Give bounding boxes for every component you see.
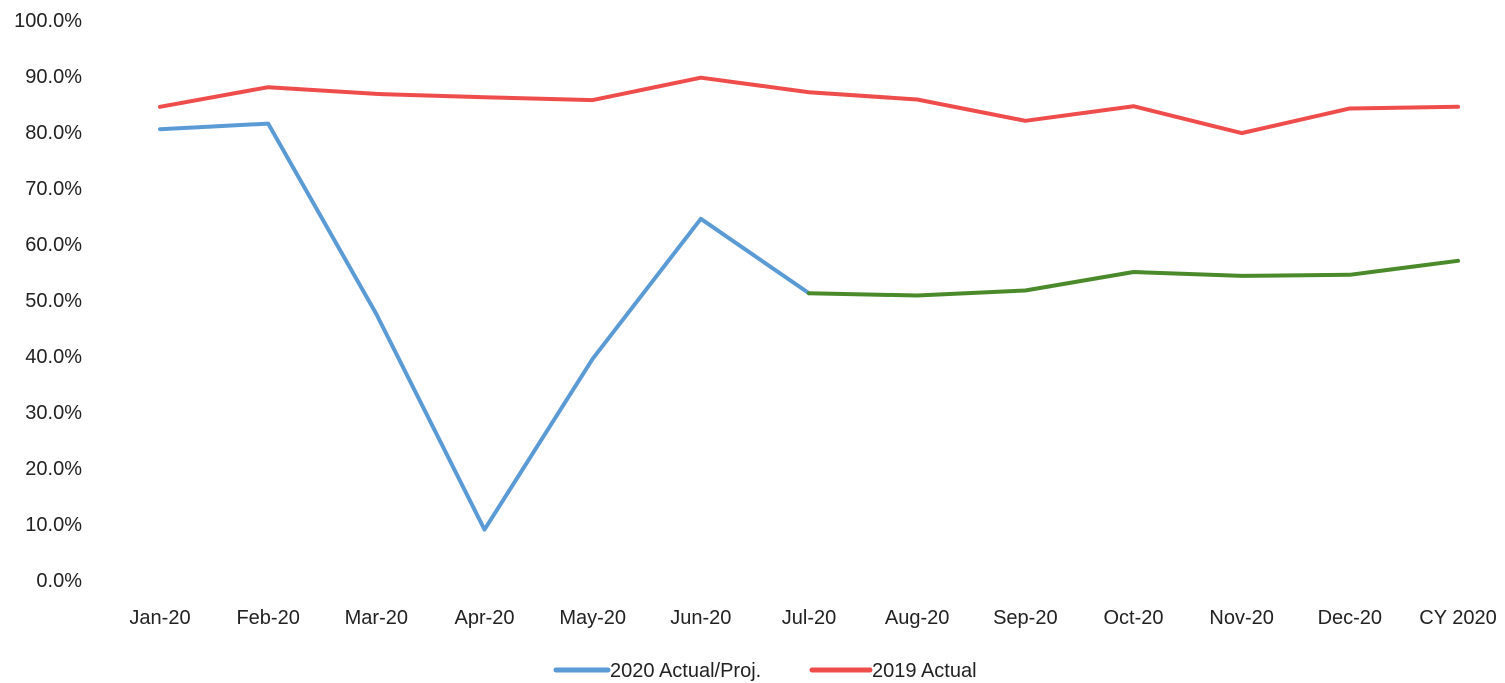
series-0-point [1240,274,1244,278]
x-tick-label: CY 2020 [1419,607,1496,629]
x-tick-label: Nov-20 [1209,607,1273,629]
x-tick-label: Oct-20 [1103,607,1163,629]
series-layer [158,75,1460,532]
x-tick-label: Dec-20 [1318,607,1382,629]
series-0-point [483,528,487,532]
y-tick-label: 0.0% [36,570,82,592]
x-tick-label: May-20 [559,607,626,629]
x-axis: Jan-20 Feb-20 Mar-20 Apr-20 May-20 Jun-20 Jul-… [129,607,1496,629]
x-tick-label: Jul-20 [782,607,836,629]
x-tick-label: Aug-20 [885,607,950,629]
series-1-point [266,85,270,89]
y-axis: 0.0% 10.0% 20.0% 30.0% 40.0% 50.0% 60.0% 70.0% 8… [14,10,82,592]
y-tick-label: 80.0% [25,122,82,144]
y-tick-label: 10.0% [25,514,82,536]
y-tick-label: 60.0% [25,234,82,256]
series-0-point [374,312,378,316]
y-tick-label: 100.0% [14,10,82,32]
series-1-point [1023,119,1027,123]
series-1-point [158,105,162,109]
series-1-point [699,76,703,80]
x-tick-label: Apr-20 [454,607,514,629]
series-0-point [1132,270,1136,274]
series-1-point [1456,105,1460,109]
series-0-point [1348,273,1352,277]
series-1-point [807,90,811,94]
y-tick-label: 90.0% [25,66,82,88]
series-1-point [1240,131,1244,135]
x-tick-label: Feb-20 [236,607,299,629]
series-0-point [158,127,162,131]
series-line-0-segment-1 [807,258,1460,298]
y-tick-label: 30.0% [25,402,82,424]
x-tick-label: Jun-20 [670,607,731,629]
y-tick-label: 20.0% [25,458,82,480]
series-1-point [483,95,487,99]
y-tick-label: 50.0% [25,290,82,312]
legend: 2020 Actual/Proj. 2019 Actual [553,660,977,682]
x-tick-label: Sep-20 [993,607,1058,629]
legend-label: 2020 Actual/Proj. [610,660,761,682]
legend-label: 2019 Actual [872,660,977,682]
x-tick-label: Jan-20 [129,607,190,629]
series-0-point [1023,288,1027,292]
series-0-point [915,294,919,298]
y-tick-label: 40.0% [25,346,82,368]
series-1-point [1348,106,1352,110]
series-1-point [374,92,378,96]
series-0-point [807,291,811,295]
series-1-point [591,98,595,102]
series-line-1-segment-0 [158,75,1460,136]
series-0-point [591,357,595,361]
series-1-point [915,98,919,102]
series-0-point [699,217,703,221]
x-tick-label: Mar-20 [345,607,408,629]
series-line-0-segment-0 [158,121,811,532]
y-tick-label: 70.0% [25,178,82,200]
series-1-point [1132,104,1136,108]
series-0-point [1456,259,1460,263]
series-0-point [266,122,270,126]
